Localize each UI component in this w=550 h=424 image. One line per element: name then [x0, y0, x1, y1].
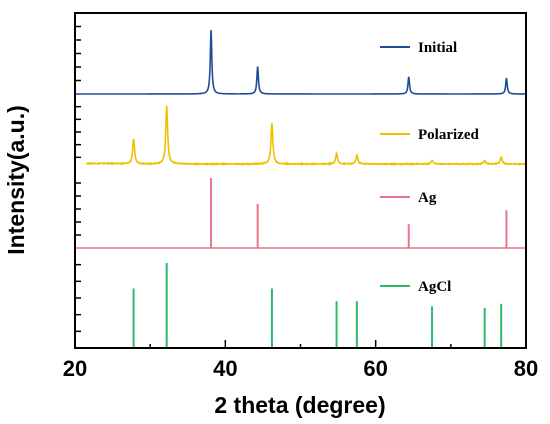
ticks-layer: 20 40 60 80	[63, 340, 538, 381]
x-tick-label: 40	[213, 356, 237, 381]
x-tick-label: 20	[63, 356, 87, 381]
x-axis-title: 2 theta (degree)	[214, 392, 385, 418]
legend-label-polarized: Polarized	[418, 127, 479, 143]
legend-label-initial: Initial	[418, 40, 457, 56]
panel-ag: Ag	[75, 178, 526, 249]
panel-polarized: Polarized	[75, 105, 527, 167]
panel-agcl: AgCl	[75, 263, 503, 348]
panels-layer: Initial Polarized Ag AgCl	[75, 25, 527, 348]
legend-label-agcl: AgCl	[418, 279, 451, 295]
panel-initial: Initial	[75, 25, 526, 95]
x-tick-label: 60	[363, 356, 387, 381]
x-tick-label: 80	[514, 356, 538, 381]
plot-frame	[74, 12, 527, 349]
pattern-line-polarized	[85, 105, 527, 167]
y-axis-title: Intensity(a.u.)	[3, 105, 29, 255]
legend-label-ag: Ag	[418, 190, 437, 206]
pattern-line-initial	[75, 29, 526, 95]
